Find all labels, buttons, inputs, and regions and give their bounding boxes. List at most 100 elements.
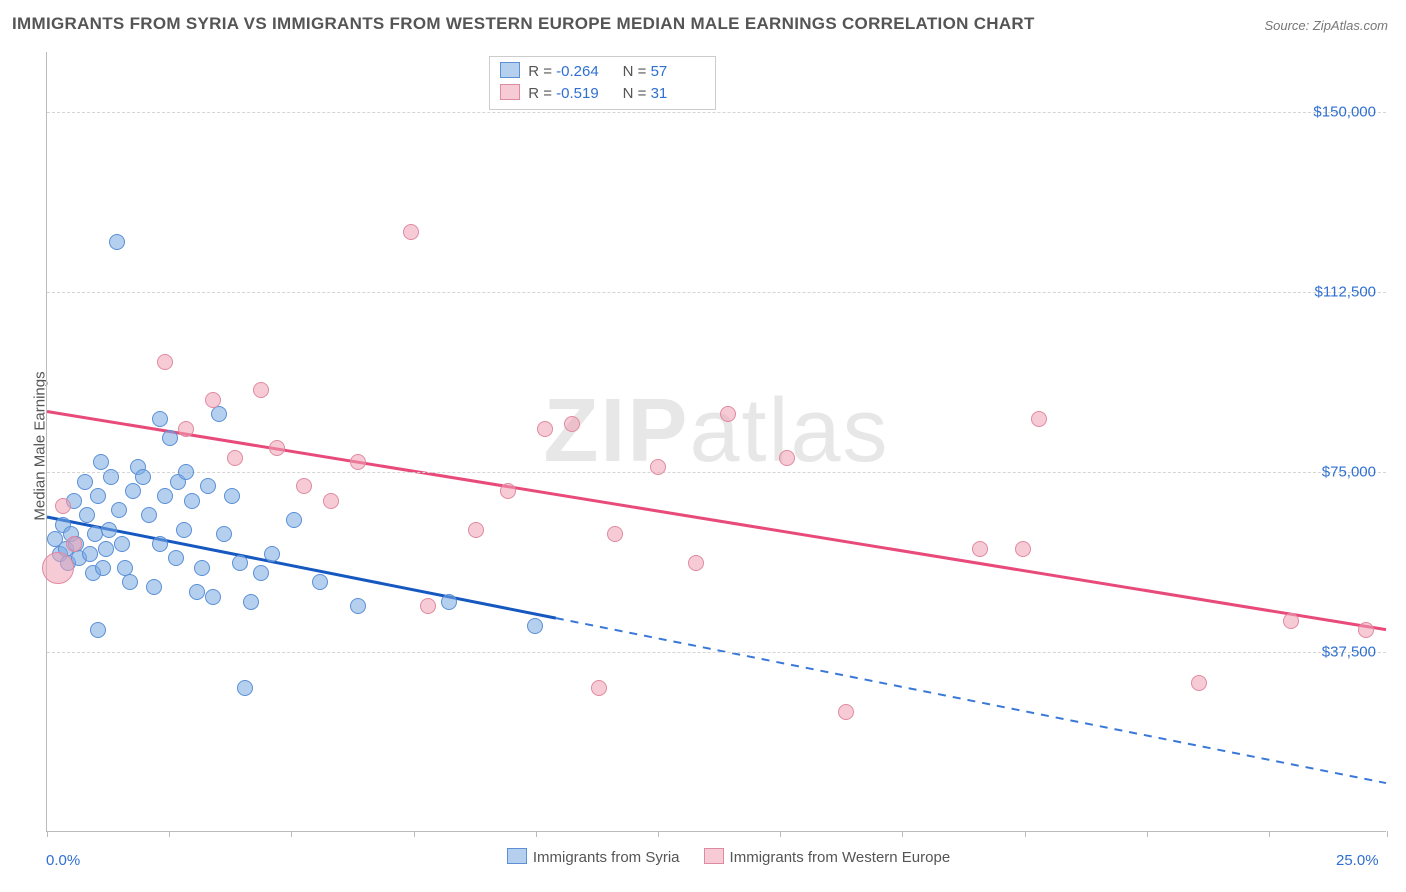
- data-point-weur: [296, 478, 312, 494]
- data-point-weur: [688, 555, 704, 571]
- x-tick: [902, 831, 903, 837]
- data-point-weur: [468, 522, 484, 538]
- data-point-weur: [253, 382, 269, 398]
- data-point-weur: [227, 450, 243, 466]
- data-point-syria: [237, 680, 253, 696]
- x-tick: [780, 831, 781, 837]
- data-point-syria: [312, 574, 328, 590]
- data-point-weur: [720, 406, 736, 422]
- x-axis-min-label: 0.0%: [46, 852, 80, 869]
- data-point-weur: [1283, 613, 1299, 629]
- data-point-syria: [77, 474, 93, 490]
- data-point-syria: [286, 512, 302, 528]
- y-tick-label: $150,000: [1313, 104, 1376, 121]
- data-point-syria: [243, 594, 259, 610]
- data-point-weur: [1358, 622, 1374, 638]
- data-point-weur: [779, 450, 795, 466]
- legend-swatch-weur: [704, 848, 724, 864]
- data-point-syria: [527, 618, 543, 634]
- data-point-weur: [838, 704, 854, 720]
- data-point-weur: [537, 421, 553, 437]
- gridline: [47, 292, 1386, 293]
- data-point-syria: [224, 488, 240, 504]
- data-point-syria: [441, 594, 457, 610]
- data-point-syria: [101, 522, 117, 538]
- data-point-syria: [232, 555, 248, 571]
- data-point-syria: [184, 493, 200, 509]
- data-point-weur: [564, 416, 580, 432]
- y-tick-label: $37,500: [1322, 644, 1376, 661]
- data-point-weur: [1191, 675, 1207, 691]
- data-point-syria: [350, 598, 366, 614]
- data-point-syria: [90, 622, 106, 638]
- legend-label-syria: Immigrants from Syria: [533, 849, 680, 866]
- x-tick: [658, 831, 659, 837]
- data-point-weur: [157, 354, 173, 370]
- data-point-weur: [1031, 411, 1047, 427]
- x-tick: [414, 831, 415, 837]
- trend-line-dashed-syria: [556, 618, 1386, 783]
- data-point-syria: [95, 560, 111, 576]
- y-tick-label: $112,500: [1315, 284, 1376, 301]
- data-point-syria: [162, 430, 178, 446]
- chart-title: IMMIGRANTS FROM SYRIA VS IMMIGRANTS FROM…: [12, 14, 1035, 34]
- data-point-syria: [189, 584, 205, 600]
- data-point-weur: [178, 421, 194, 437]
- data-point-syria: [141, 507, 157, 523]
- data-point-syria: [264, 546, 280, 562]
- gridline: [47, 652, 1386, 653]
- data-point-weur: [269, 440, 285, 456]
- data-point-syria: [178, 464, 194, 480]
- x-axis-max-label: 25.0%: [1336, 852, 1379, 869]
- data-point-syria: [146, 579, 162, 595]
- source-attribution: Source: ZipAtlas.com: [1264, 18, 1388, 33]
- data-point-syria: [114, 536, 130, 552]
- data-point-syria: [205, 589, 221, 605]
- data-point-weur: [607, 526, 623, 542]
- data-point-syria: [253, 565, 269, 581]
- data-point-syria: [98, 541, 114, 557]
- data-point-weur: [350, 454, 366, 470]
- data-point-syria: [211, 406, 227, 422]
- gridline: [47, 472, 1386, 473]
- data-point-syria: [152, 536, 168, 552]
- data-point-weur: [323, 493, 339, 509]
- data-point-weur: [1015, 541, 1031, 557]
- gridline: [47, 112, 1386, 113]
- data-point-syria: [111, 502, 127, 518]
- y-tick-label: $75,000: [1322, 464, 1376, 481]
- data-point-syria: [135, 469, 151, 485]
- legend-swatch-syria: [507, 848, 527, 864]
- x-tick: [291, 831, 292, 837]
- data-point-syria: [79, 507, 95, 523]
- x-tick: [1147, 831, 1148, 837]
- plot-area: ZIPatlas R = -0.264 N = 57R = -0.519 N =…: [46, 52, 1386, 832]
- legend-label-weur: Immigrants from Western Europe: [730, 849, 951, 866]
- x-tick: [1025, 831, 1026, 837]
- data-point-syria: [93, 454, 109, 470]
- data-point-syria: [194, 560, 210, 576]
- data-point-weur: [55, 498, 71, 514]
- x-tick: [47, 831, 48, 837]
- data-point-weur: [500, 483, 516, 499]
- x-tick: [1387, 831, 1388, 837]
- x-tick: [536, 831, 537, 837]
- data-point-weur: [420, 598, 436, 614]
- data-point-weur: [972, 541, 988, 557]
- x-tick: [169, 831, 170, 837]
- data-point-syria: [122, 574, 138, 590]
- data-point-weur: [66, 536, 82, 552]
- data-point-syria: [125, 483, 141, 499]
- x-tick: [1269, 831, 1270, 837]
- data-point-syria: [168, 550, 184, 566]
- data-point-syria: [152, 411, 168, 427]
- data-point-syria: [176, 522, 192, 538]
- data-point-syria: [157, 488, 173, 504]
- trend-lines-layer: [47, 52, 1386, 831]
- data-point-weur: [205, 392, 221, 408]
- data-point-weur: [42, 552, 74, 584]
- data-point-weur: [403, 224, 419, 240]
- data-point-weur: [650, 459, 666, 475]
- data-point-syria: [82, 546, 98, 562]
- data-point-syria: [103, 469, 119, 485]
